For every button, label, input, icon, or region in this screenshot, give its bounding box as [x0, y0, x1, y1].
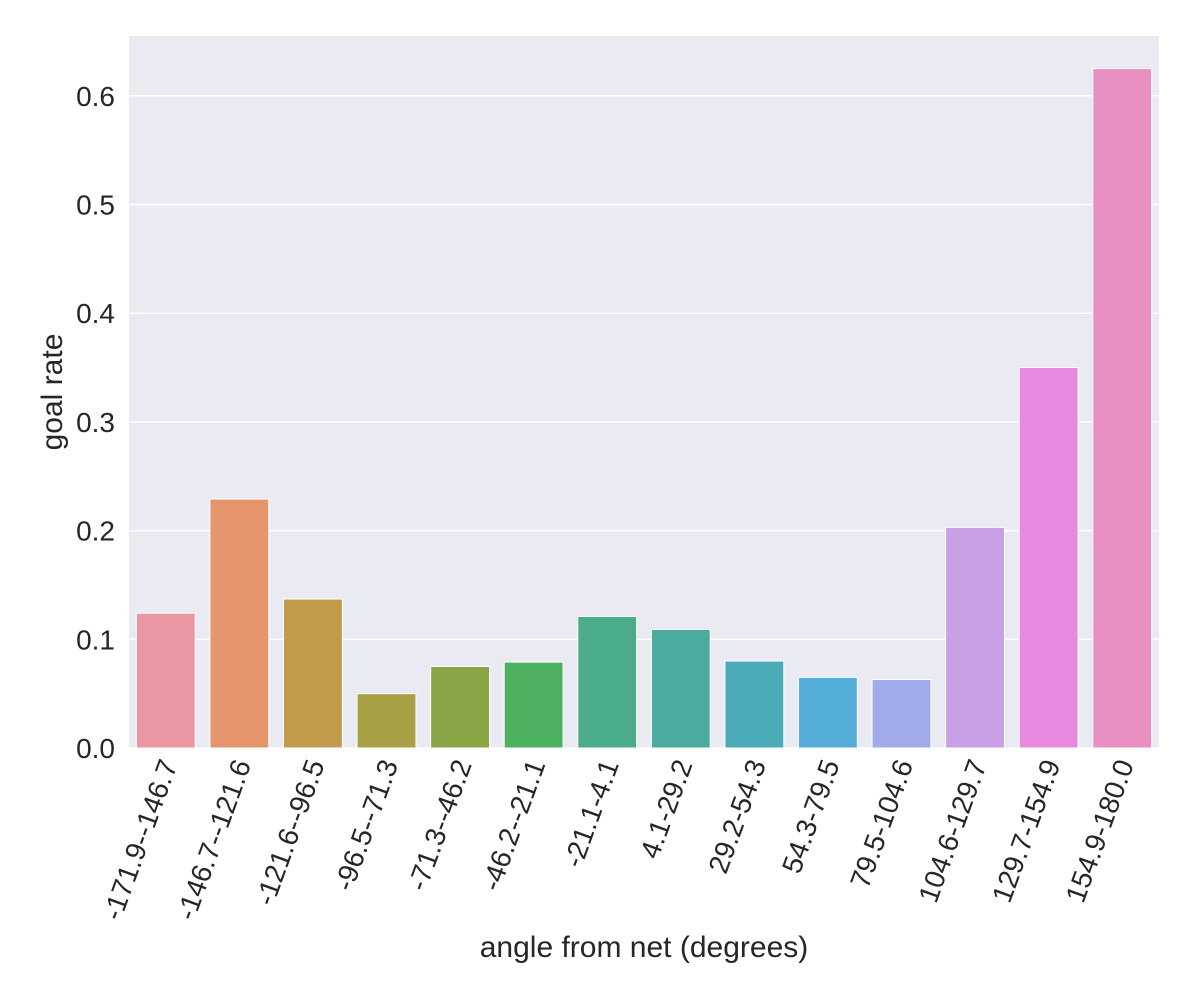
- x-tick-label: -121.6--96.5: [249, 755, 330, 909]
- x-axis-ticks: -171.9--146.7-146.7--121.6-121.6--96.5-9…: [97, 755, 1140, 924]
- bar-1: [209, 498, 270, 749]
- y-tick-label: 0.5: [76, 189, 115, 220]
- bar-13: [1092, 68, 1153, 749]
- bar-0: [135, 612, 196, 749]
- x-tick-label: -171.9--146.7: [97, 755, 184, 924]
- x-tick-label: 4.1-29.2: [634, 755, 698, 862]
- bar-9: [798, 676, 858, 749]
- x-tick-label: -21.1-4.1: [557, 755, 624, 871]
- x-tick-label: 54.3-79.5: [776, 755, 846, 877]
- y-tick-label: 0.0: [76, 733, 115, 764]
- x-axis-label: angle from net (degrees): [480, 931, 809, 964]
- x-tick-label: 154.9-180.0: [1060, 755, 1140, 906]
- y-axis-label: goal rate: [36, 334, 69, 451]
- x-tick-label: 79.5-104.6: [844, 755, 919, 891]
- bar-5: [503, 661, 564, 749]
- x-tick-label: -96.5--71.3: [328, 755, 404, 894]
- x-tick-label: 104.6-129.7: [912, 755, 992, 906]
- bar-6: [577, 615, 638, 749]
- x-tick-label: -71.3--46.2: [402, 755, 478, 894]
- bar-4: [430, 665, 490, 749]
- y-axis-ticks: 0.0 0.1 0.2 0.3 0.4 0.5 0.6: [76, 81, 115, 764]
- x-tick-label: 29.2-54.3: [702, 755, 772, 877]
- y-tick-label: 0.1: [76, 624, 115, 655]
- y-tick-label: 0.2: [76, 516, 115, 547]
- bar-10: [871, 679, 932, 749]
- bars: [135, 68, 1153, 749]
- y-tick-label: 0.3: [76, 407, 115, 438]
- x-tick-label: -46.2--21.1: [475, 755, 551, 894]
- bar-7: [650, 629, 711, 749]
- bar-12: [1018, 367, 1079, 749]
- bar-8: [724, 660, 785, 749]
- bar-2: [283, 598, 343, 749]
- y-tick-label: 0.4: [76, 298, 115, 329]
- x-tick-label: 129.7-154.9: [986, 755, 1066, 906]
- y-tick-label: 0.6: [76, 81, 115, 112]
- x-tick-label: -146.7--121.6: [170, 755, 257, 924]
- bar-11: [945, 526, 1006, 749]
- bar-3: [356, 693, 417, 749]
